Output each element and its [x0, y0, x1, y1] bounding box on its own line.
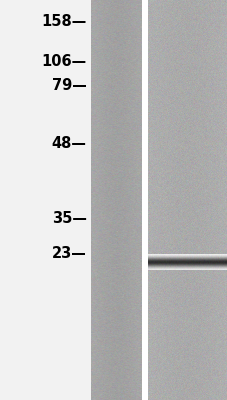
Text: 158—: 158— [41, 14, 86, 30]
Text: 79—: 79— [52, 78, 86, 94]
Bar [142, 0, 148, 400]
Text: 35—: 35— [52, 210, 86, 226]
Text: 23—: 23— [52, 246, 86, 262]
Text: 48—: 48— [52, 136, 86, 152]
Text: 106—: 106— [41, 54, 86, 70]
